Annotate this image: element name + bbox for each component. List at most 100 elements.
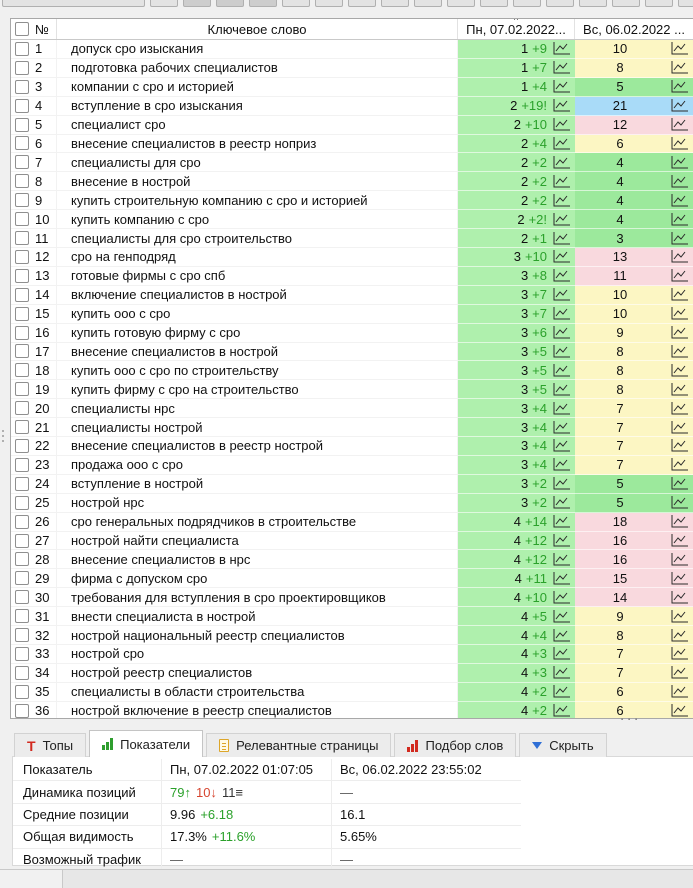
position-history-chart-icon[interactable] [553,344,570,358]
table-row[interactable]: 33 нострой сро 4 +3 7 [11,645,693,664]
table-row[interactable]: 17 внесение специалистов в нострой 3 +5 … [11,342,693,362]
row-checkbox[interactable] [15,590,29,605]
table-row[interactable]: 26 сро генеральных подрядчиков в строите… [11,512,693,532]
position-history-chart-icon[interactable] [553,382,570,396]
position-history-chart-icon[interactable] [671,401,688,415]
table-row[interactable]: 11 специалисты для сро строительство 2 +… [11,229,693,248]
tab-tops[interactable]: T Топы [14,733,87,757]
position-history-chart-icon[interactable] [671,666,688,679]
table-row[interactable]: 35 специалисты в области строительства 4… [11,682,693,702]
row-checkbox[interactable] [15,98,29,113]
position-history-chart-icon[interactable] [671,136,688,150]
toolbar-button[interactable] [150,0,178,7]
table-row[interactable]: 25 нострой нрс 3 +2 5 [11,493,693,513]
position-history-chart-icon[interactable] [553,534,570,547]
row-checkbox[interactable] [15,325,29,340]
position-history-chart-icon[interactable] [553,231,570,245]
position-history-chart-icon[interactable] [553,269,570,282]
position-history-chart-icon[interactable] [671,288,688,301]
position-history-chart-icon[interactable] [671,80,688,93]
toolbar-button[interactable] [447,0,475,7]
position-history-chart-icon[interactable] [671,326,688,339]
header-keyword-column[interactable]: Ключевое слово [57,19,458,39]
position-history-chart-icon[interactable] [671,439,688,452]
position-history-chart-icon[interactable] [671,477,688,490]
position-history-chart-icon[interactable] [553,288,570,301]
position-history-chart-icon[interactable] [553,439,570,452]
position-history-chart-icon[interactable] [671,552,688,566]
toolbar-button[interactable] [645,0,673,7]
tab-indicators[interactable]: Показатели [89,730,204,757]
panel-splitter-handle[interactable]: ··· [620,712,642,726]
row-checkbox[interactable] [15,287,29,302]
position-history-chart-icon[interactable] [553,628,570,642]
row-checkbox[interactable] [15,684,29,699]
position-history-chart-icon[interactable] [553,496,570,509]
table-row[interactable]: 16 купить готовую фирму с сро 3 +6 9 [11,323,693,343]
position-history-chart-icon[interactable] [553,118,570,131]
row-checkbox[interactable] [15,476,29,491]
table-row[interactable]: 30 требования для вступления в сро проек… [11,588,693,608]
position-history-chart-icon[interactable] [553,420,570,434]
row-checkbox[interactable] [15,306,29,321]
table-row[interactable]: 27 нострой найти специалиста 4 +12 16 [11,531,693,551]
table-row[interactable]: 6 внесение специалистов в реестр ноприз … [11,134,693,154]
table-row[interactable]: 31 внести специалиста в нострой 4 +5 9 [11,607,693,627]
table-row[interactable]: 12 сро на генподряд 3 +10 13 [11,247,693,267]
position-history-chart-icon[interactable] [671,61,688,74]
table-row[interactable]: 32 нострой национальный реестр специалис… [11,626,693,645]
row-checkbox[interactable] [15,457,29,472]
toolbar-button[interactable] [546,0,574,7]
row-checkbox[interactable] [15,495,29,510]
toolbar-button[interactable] [315,0,343,7]
position-history-chart-icon[interactable] [553,307,570,320]
position-history-chart-icon[interactable] [553,571,570,585]
position-history-chart-icon[interactable] [553,666,570,679]
position-history-chart-icon[interactable] [671,212,688,226]
table-row[interactable]: 14 включение специалистов в нострой 3 +7… [11,285,693,305]
position-history-chart-icon[interactable] [671,42,688,55]
position-history-chart-icon[interactable] [671,704,688,717]
row-checkbox[interactable] [15,249,29,264]
toolbar-button[interactable] [348,0,376,7]
position-history-chart-icon[interactable] [671,647,688,660]
row-checkbox[interactable] [15,382,29,397]
table-row[interactable]: 24 вступление в нострой 3 +2 5 [11,474,693,494]
position-history-chart-icon[interactable] [553,99,570,112]
toolbar-button[interactable] [381,0,409,7]
table-row[interactable]: 7 специалисты для сро 2 +2 4 [11,153,693,173]
table-row[interactable]: 5 специалист сро 2 +10 12 [11,115,693,135]
row-checkbox[interactable] [15,155,29,170]
toolbar-button[interactable] [612,0,640,7]
row-checkbox[interactable] [15,438,29,453]
position-history-chart-icon[interactable] [671,628,688,642]
position-history-chart-icon[interactable] [553,477,570,490]
position-history-chart-icon[interactable] [671,231,688,245]
row-checkbox[interactable] [15,628,29,643]
table-row[interactable]: 29 фирма с допуском сро 4 +11 15 [11,569,693,589]
position-history-chart-icon[interactable] [553,704,570,717]
position-history-chart-icon[interactable] [671,155,688,169]
table-row[interactable]: 15 купить ооо с сро 3 +7 10 [11,304,693,324]
row-checkbox[interactable] [15,401,29,416]
row-checkbox[interactable] [15,363,29,378]
position-history-chart-icon[interactable] [553,363,570,377]
row-checkbox[interactable] [15,571,29,586]
table-row[interactable]: 8 внесение в нострой 2 +2 4 [11,172,693,192]
row-checkbox[interactable] [15,41,29,56]
tab-relevant-pages[interactable]: Релевантные страницы [206,733,392,757]
position-history-chart-icon[interactable] [553,174,570,188]
row-checkbox[interactable] [15,231,29,246]
row-checkbox[interactable] [15,136,29,151]
toolbar-button[interactable] [678,0,693,7]
position-history-chart-icon[interactable] [671,496,688,509]
table-row[interactable]: 23 продажа ооо с сро 3 +4 7 [11,455,693,475]
select-all-checkbox[interactable] [15,22,29,36]
toolbar-button[interactable] [480,0,508,7]
position-history-chart-icon[interactable] [671,685,688,698]
header-date-column-monday[interactable]: ^ Пн, 07.02.2022... [458,19,575,39]
header-date-column-sunday[interactable]: Вс, 06.02.2022 ... [583,21,685,37]
tab-hide[interactable]: Скрыть [519,733,607,757]
table-row[interactable]: 4 вступление в сро изыскания 2 +19! 21 [11,96,693,116]
toolbar-button[interactable] [414,0,442,7]
